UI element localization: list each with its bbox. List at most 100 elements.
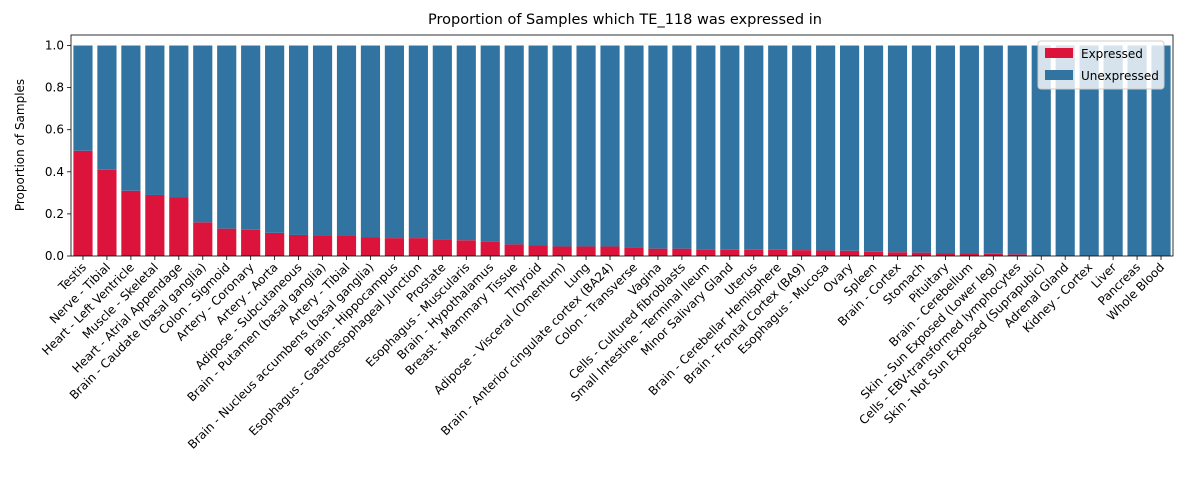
bar-expressed-32 [840, 250, 860, 256]
bar-unexpressed-27 [720, 45, 740, 250]
legend-label-unexpressed: Unexpressed [1081, 69, 1159, 83]
chart-title: Proportion of Samples which TE_118 was e… [428, 12, 822, 28]
bar-expressed-23 [624, 247, 644, 256]
bar-unexpressed-31 [816, 45, 836, 251]
bar-expressed-7 [241, 229, 261, 256]
bar-expressed-10 [312, 236, 333, 256]
legend: Expressed Unexpressed [1037, 40, 1165, 90]
legend-swatch-unexpressed [1045, 70, 1073, 80]
bar-unexpressed-36 [935, 45, 955, 254]
bar-expressed-26 [696, 249, 716, 256]
bar-unexpressed-45 [1151, 45, 1171, 256]
bar-unexpressed-39 [1007, 45, 1027, 255]
y-tick-label: 0.4 [45, 165, 64, 179]
bar-unexpressed-2 [121, 45, 141, 191]
bar-unexpressed-22 [600, 45, 620, 247]
bar-unexpressed-32 [840, 45, 860, 251]
bar-expressed-22 [600, 246, 620, 256]
y-ticks-group: 0.0 0.2 0.4 0.6 0.8 1.0 [45, 39, 71, 263]
bar-expressed-21 [576, 246, 596, 256]
bar-expressed-36 [935, 253, 955, 256]
bar-expressed-11 [336, 236, 357, 256]
bar-expressed-25 [672, 248, 692, 256]
bar-unexpressed-37 [959, 45, 979, 254]
bar-expressed-3 [145, 194, 165, 256]
bar-expressed-30 [792, 250, 812, 256]
bar-unexpressed-14 [408, 45, 428, 239]
bar-expressed-27 [720, 249, 740, 256]
bar-expressed-18 [504, 244, 524, 256]
legend-label-expressed: Expressed [1081, 47, 1143, 61]
bar-unexpressed-26 [696, 45, 716, 250]
bar-unexpressed-40 [1031, 45, 1051, 256]
bar-unexpressed-15 [432, 45, 452, 240]
bar-expressed-15 [432, 239, 452, 256]
bar-expressed-17 [480, 241, 500, 256]
bar-unexpressed-9 [289, 45, 309, 235]
bar-unexpressed-44 [1127, 45, 1147, 256]
bar-unexpressed-18 [504, 45, 524, 245]
y-tick-label: 1.0 [45, 39, 64, 53]
bar-unexpressed-7 [241, 45, 261, 230]
y-tick-label: 0.8 [45, 81, 64, 95]
bar-expressed-19 [528, 245, 548, 256]
bar-unexpressed-6 [217, 45, 237, 229]
bar-unexpressed-3 [145, 45, 165, 195]
bar-expressed-34 [887, 252, 908, 256]
bar-expressed-28 [744, 249, 764, 256]
bar-unexpressed-17 [480, 45, 500, 242]
bar-unexpressed-30 [792, 45, 812, 251]
bar-expressed-39 [1007, 254, 1027, 256]
bar-expressed-20 [552, 246, 572, 256]
bar-unexpressed-34 [887, 45, 908, 253]
bar-unexpressed-21 [576, 45, 596, 247]
bar-unexpressed-41 [1055, 45, 1075, 256]
bar-unexpressed-11 [336, 45, 357, 236]
bar-expressed-5 [193, 222, 213, 256]
bar-unexpressed-24 [648, 45, 668, 249]
bar-unexpressed-8 [265, 45, 285, 233]
bar-unexpressed-43 [1103, 45, 1123, 256]
legend-swatch-expressed [1045, 48, 1073, 58]
bar-unexpressed-12 [360, 45, 381, 238]
bar-unexpressed-38 [983, 45, 1003, 254]
bar-unexpressed-35 [911, 45, 932, 253]
bar-unexpressed-5 [193, 45, 213, 223]
bar-expressed-13 [384, 238, 404, 256]
bar-expressed-6 [217, 228, 237, 256]
y-axis-label: Proportion of Samples [13, 79, 27, 211]
bar-unexpressed-23 [624, 45, 644, 248]
bar-expressed-37 [959, 253, 979, 256]
bar-expressed-35 [911, 252, 932, 256]
bar-unexpressed-42 [1079, 45, 1099, 256]
y-tick-label: 0.0 [45, 249, 64, 263]
bar-unexpressed-10 [312, 45, 333, 236]
bar-expressed-31 [816, 250, 836, 256]
bar-expressed-16 [456, 240, 476, 256]
bar-expressed-33 [863, 251, 884, 256]
bar-unexpressed-4 [169, 45, 189, 198]
bar-expressed-4 [169, 197, 189, 256]
y-tick-label: 0.2 [45, 207, 64, 221]
bar-expressed-38 [983, 253, 1003, 256]
bar-expressed-29 [768, 249, 788, 256]
plot-frame [70, 34, 1174, 257]
bar-unexpressed-0 [73, 45, 93, 151]
bar-expressed-2 [121, 190, 141, 256]
bar-unexpressed-33 [863, 45, 884, 252]
bar-unexpressed-29 [768, 45, 788, 250]
bar-unexpressed-25 [672, 45, 692, 249]
bar-unexpressed-1 [97, 45, 117, 170]
bar-unexpressed-16 [456, 45, 476, 241]
bar-unexpressed-13 [384, 45, 404, 239]
bar-expressed-1 [97, 169, 117, 256]
bar-expressed-14 [408, 238, 428, 256]
bar-expressed-12 [360, 237, 381, 256]
bar-expressed-8 [265, 232, 285, 256]
bar-unexpressed-28 [744, 45, 764, 250]
bar-expressed-24 [648, 248, 668, 256]
bar-expressed-0 [73, 150, 93, 256]
bar-unexpressed-20 [552, 45, 572, 247]
